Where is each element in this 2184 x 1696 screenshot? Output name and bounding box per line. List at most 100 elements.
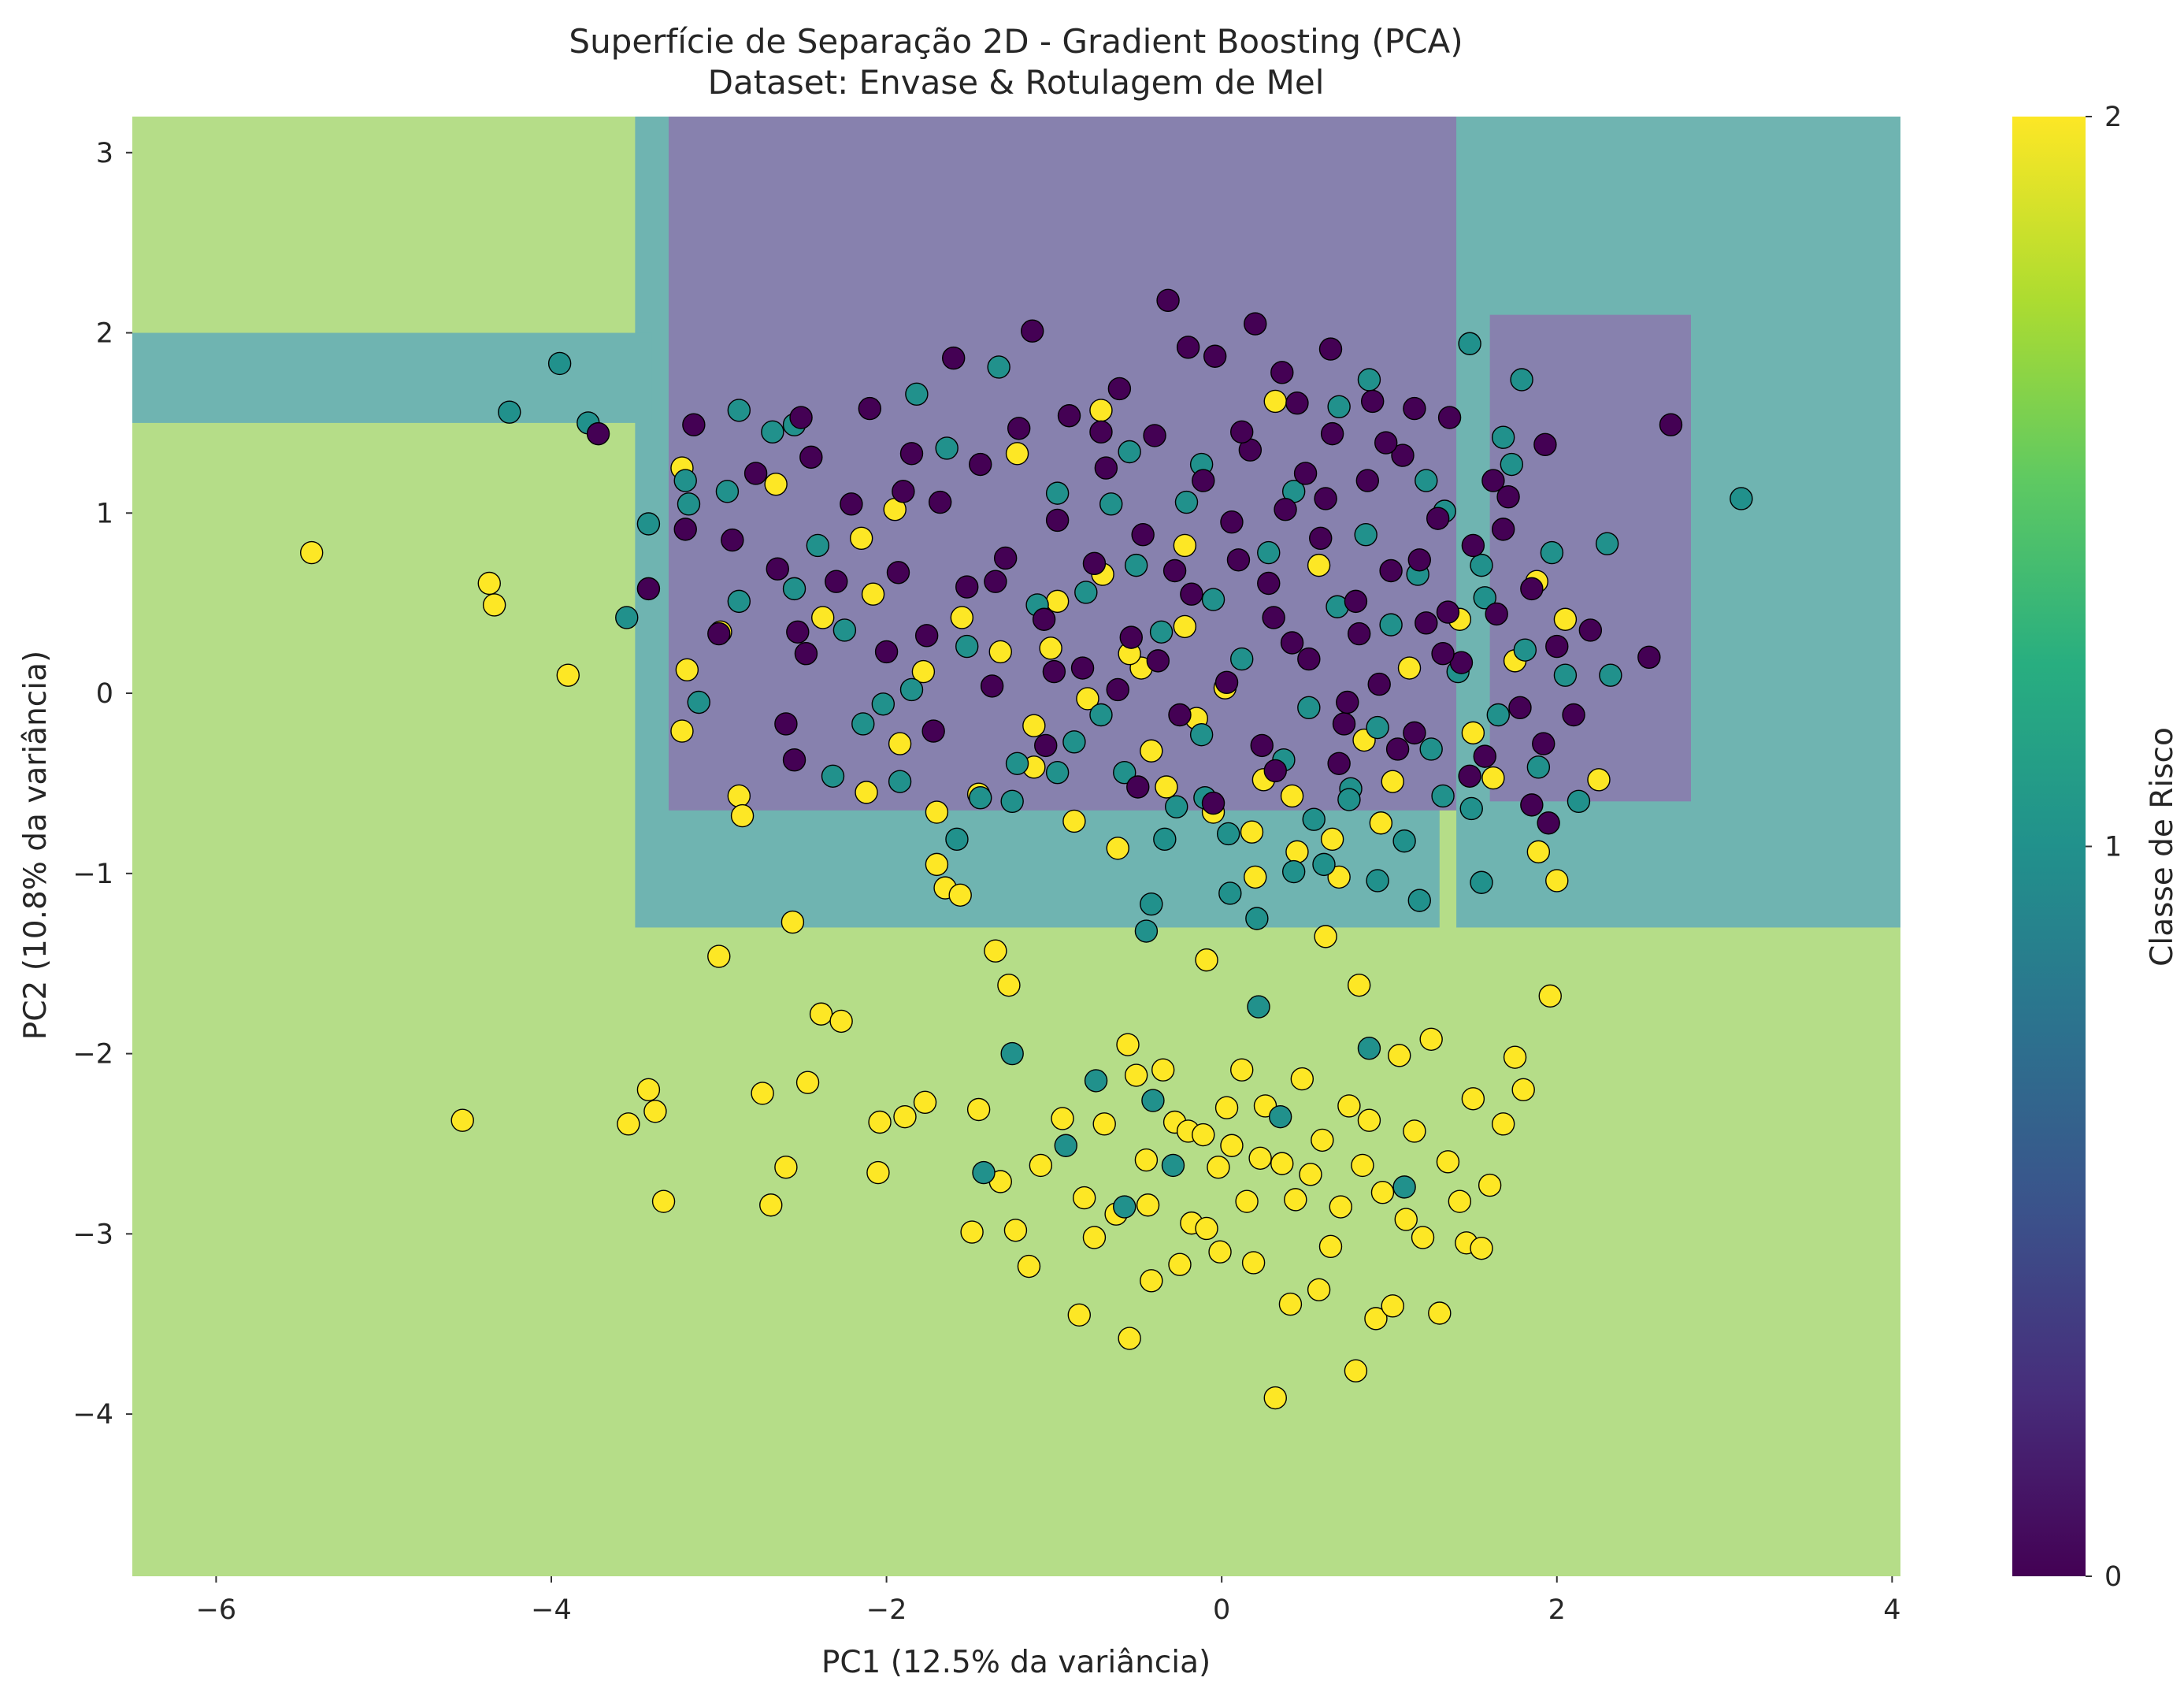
scatter-point-class-1	[1392, 1175, 1416, 1199]
scatter-point-class-2	[1481, 766, 1505, 790]
x-tick-label: −6	[196, 1594, 237, 1626]
scatter-point-class-1	[821, 764, 845, 788]
scatter-point-class-2	[1388, 1044, 1411, 1067]
scatter-point-class-1	[1005, 752, 1029, 775]
scatter-point-class-1	[1553, 663, 1578, 687]
scatter-point-class-2	[1370, 1181, 1395, 1204]
colorbar-tick-label: 0	[2104, 1561, 2122, 1593]
scatter-point-class-2	[1461, 1087, 1485, 1111]
scatter-point-class-2	[1470, 1236, 1493, 1260]
scatter-point-class-1	[1245, 907, 1269, 930]
scatter-point-class-1	[1354, 523, 1378, 547]
scatter-point-class-1	[1357, 368, 1381, 392]
scatter-point-class-0	[636, 577, 661, 601]
scatter-point-class-2	[1347, 973, 1371, 997]
scatter-point-class-1	[1366, 715, 1389, 740]
scatter-point-class-2	[1327, 865, 1351, 889]
scatter-point-class-1	[1165, 795, 1188, 818]
scatter-point-class-2	[1244, 865, 1267, 889]
scatter-point-class-2	[1195, 1216, 1218, 1241]
scatter-point-class-1	[1510, 368, 1533, 392]
scatter-point-class-0	[1562, 703, 1585, 727]
scatter-point-class-1	[1216, 822, 1240, 846]
scatter-point-class-2	[849, 526, 873, 551]
scatter-point-class-1	[1000, 789, 1024, 814]
scatter-point-class-0	[942, 346, 966, 370]
scatter-point-class-1	[1730, 487, 1753, 510]
scatter-point-class-1	[1113, 761, 1136, 785]
scatter-point-class-1	[1074, 581, 1098, 604]
scatter-point-class-1	[1149, 620, 1174, 644]
scatter-point-class-0	[1407, 548, 1431, 572]
scatter-point-class-2	[868, 1110, 892, 1134]
scatter-point-class-2	[1230, 1058, 1254, 1082]
scatter-point-class-2	[1419, 1027, 1443, 1051]
scatter-point-class-1	[1247, 995, 1270, 1019]
scatter-point-class-2	[482, 593, 506, 617]
y-tick-label: 2	[96, 318, 113, 350]
scatter-point-class-2	[1208, 1240, 1232, 1264]
scatter-point-class-1	[1526, 755, 1551, 779]
scatter-point-class-2	[1307, 1278, 1331, 1301]
scatter-point-class-2	[948, 883, 972, 907]
scatter-point-class-0	[1336, 690, 1359, 714]
scatter-point-class-1	[1459, 796, 1483, 821]
scatter-point-class-0	[886, 561, 910, 585]
chart-title: Superfície de Separação 2D - Gradient Bo…	[569, 22, 1463, 61]
scatter-point-class-1	[1045, 761, 1070, 785]
scatter-point-class-2	[1173, 533, 1197, 558]
scatter-point-class-2	[730, 803, 755, 828]
scatter-point-class-2	[1082, 1226, 1107, 1249]
decision-region-class-1	[132, 332, 652, 423]
scatter-point-class-2	[1318, 1234, 1343, 1259]
scatter-point-class-1	[1312, 852, 1336, 877]
scatter-point-class-2	[1278, 1292, 1303, 1316]
scatter-point-class-2	[1369, 811, 1393, 835]
scatter-point-class-2	[1155, 775, 1178, 799]
scatter-point-class-0	[1458, 764, 1481, 788]
scatter-point-class-2	[1285, 840, 1309, 864]
scatter-point-class-0	[707, 622, 731, 646]
scatter-point-class-0	[1244, 312, 1267, 336]
scatter-point-class-0	[1473, 744, 1496, 768]
scatter-point-class-0	[1485, 602, 1508, 626]
scatter-point-class-0	[1520, 577, 1544, 601]
scatter-point-class-0	[1007, 417, 1031, 440]
scatter-point-class-0	[928, 490, 952, 514]
scatter-point-class-2	[1270, 1152, 1294, 1175]
scatter-point-class-2	[451, 1108, 474, 1132]
scatter-point-class-0	[993, 546, 1018, 570]
scatter-point-class-0	[840, 492, 863, 516]
scatter-point-class-0	[1280, 631, 1304, 655]
scatter-point-class-2	[1134, 1148, 1159, 1172]
scatter-point-class-0	[1230, 420, 1254, 444]
scatter-point-class-2	[829, 1009, 853, 1034]
scatter-point-class-1	[615, 606, 639, 629]
scatter-point-class-1	[677, 492, 701, 516]
x-tick-label: 0	[1213, 1594, 1230, 1626]
scatter-point-class-0	[1449, 651, 1474, 674]
scatter-point-class-1	[935, 436, 959, 460]
scatter-point-class-1	[1218, 881, 1242, 905]
scatter-point-class-1	[1500, 452, 1524, 477]
scatter-point-class-2	[1220, 1134, 1244, 1157]
scatter-point-class-1	[1089, 703, 1113, 727]
scatter-point-class-1	[1392, 829, 1416, 853]
scatter-point-class-2	[727, 784, 751, 808]
scatter-point-class-2	[1051, 1107, 1074, 1130]
scatter-point-class-2	[1357, 1108, 1381, 1132]
scatter-point-class-0	[682, 413, 706, 436]
scatter-point-class-0	[1347, 622, 1371, 646]
scatter-point-class-1	[1491, 425, 1515, 449]
x-axis-label: PC1 (12.5% da variância)	[821, 1645, 1211, 1680]
scatter-point-class-2	[670, 719, 694, 743]
scatter-point-class-0	[969, 452, 992, 477]
scatter-point-class-0	[1309, 526, 1333, 551]
scatter-point-class-2	[795, 1071, 820, 1094]
scatter-point-class-2	[1403, 1119, 1426, 1143]
scatter-point-class-2	[636, 1078, 661, 1102]
scatter-point-class-1	[727, 589, 751, 614]
scatter-point-class-1	[1268, 1104, 1292, 1129]
scatter-point-class-2	[1173, 614, 1197, 639]
